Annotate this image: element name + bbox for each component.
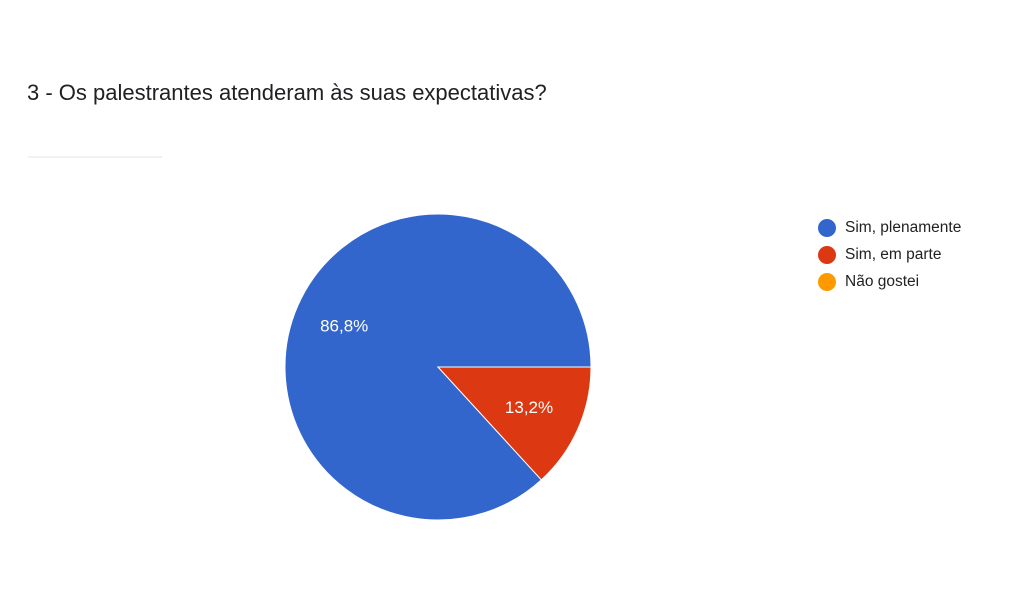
pie-labels: 86,8% 13,2% (320, 317, 553, 417)
legend-label: Não gostei (845, 272, 920, 290)
legend-swatch (818, 245, 836, 264)
pie-slices (284, 213, 592, 521)
legend-label: Sim, plenamente (845, 218, 962, 236)
slice-label-1: 13,2% (505, 398, 553, 417)
slice-label-0: 86,8% (320, 317, 368, 336)
pie-slice-1[interactable] (436, 366, 592, 481)
title-divider (28, 156, 162, 158)
legend-item-0[interactable]: Sim, plenamente (818, 214, 1018, 241)
legend-swatch (818, 272, 836, 291)
question-title: 3 - Os palestrantes atenderam às suas ex… (27, 80, 547, 105)
pie-slice-0[interactable] (284, 213, 592, 521)
chart-legend: Sim, plenamente Sim, em parte Não gostei (818, 214, 1018, 295)
legend-item-1[interactable]: Sim, em parte (818, 241, 1018, 268)
legend-item-2[interactable]: Não gostei (818, 268, 1018, 295)
legend-label: Sim, em parte (845, 245, 942, 263)
legend-swatch (818, 218, 836, 237)
